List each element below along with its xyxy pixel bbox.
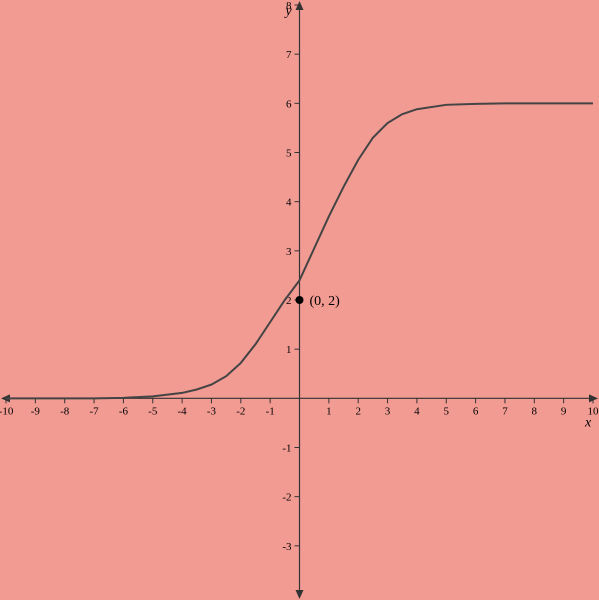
marked-point bbox=[296, 296, 304, 304]
x-tick-label: -9 bbox=[31, 405, 41, 417]
x-tick-label: -8 bbox=[60, 405, 70, 417]
x-tick-label: -5 bbox=[148, 405, 158, 417]
marked-point-label: (0, 2) bbox=[310, 294, 341, 309]
y-tick-label: -1 bbox=[282, 443, 291, 455]
y-tick-label: -3 bbox=[282, 541, 292, 553]
x-axis-label: x bbox=[584, 415, 592, 430]
y-tick-label: 7 bbox=[286, 49, 292, 61]
y-tick-label: 3 bbox=[286, 246, 292, 258]
x-tick-label: 3 bbox=[385, 405, 391, 417]
x-tick-label: 4 bbox=[414, 405, 420, 417]
x-tick-label: 9 bbox=[561, 405, 567, 417]
y-tick-label: 1 bbox=[286, 344, 292, 356]
y-tick-label: 6 bbox=[286, 98, 292, 110]
y-tick-label: 5 bbox=[286, 148, 292, 160]
y-tick-label: -2 bbox=[282, 492, 291, 504]
x-tick-label: -3 bbox=[207, 405, 217, 417]
y-axis-label: y bbox=[284, 4, 293, 19]
x-tick-label: 6 bbox=[473, 405, 479, 417]
x-tick-label: -1 bbox=[266, 405, 275, 417]
x-tick-label: 8 bbox=[532, 405, 538, 417]
y-tick-label: 4 bbox=[286, 197, 292, 209]
x-tick-label: -4 bbox=[178, 405, 188, 417]
sigmoid-plot: -10-9-8-7-6-5-4-3-2-112345678910-3-2-112… bbox=[0, 0, 599, 600]
x-tick-label: 5 bbox=[444, 405, 450, 417]
x-tick-label: -7 bbox=[89, 405, 99, 417]
x-tick-label: 1 bbox=[326, 405, 332, 417]
chart-svg: -10-9-8-7-6-5-4-3-2-112345678910-3-2-112… bbox=[0, 0, 599, 600]
x-tick-label: -2 bbox=[236, 405, 245, 417]
x-tick-label: 2 bbox=[355, 405, 361, 417]
x-tick-label: 7 bbox=[502, 405, 508, 417]
x-tick-label: -6 bbox=[119, 405, 129, 417]
x-tick-label: -10 bbox=[0, 405, 14, 417]
